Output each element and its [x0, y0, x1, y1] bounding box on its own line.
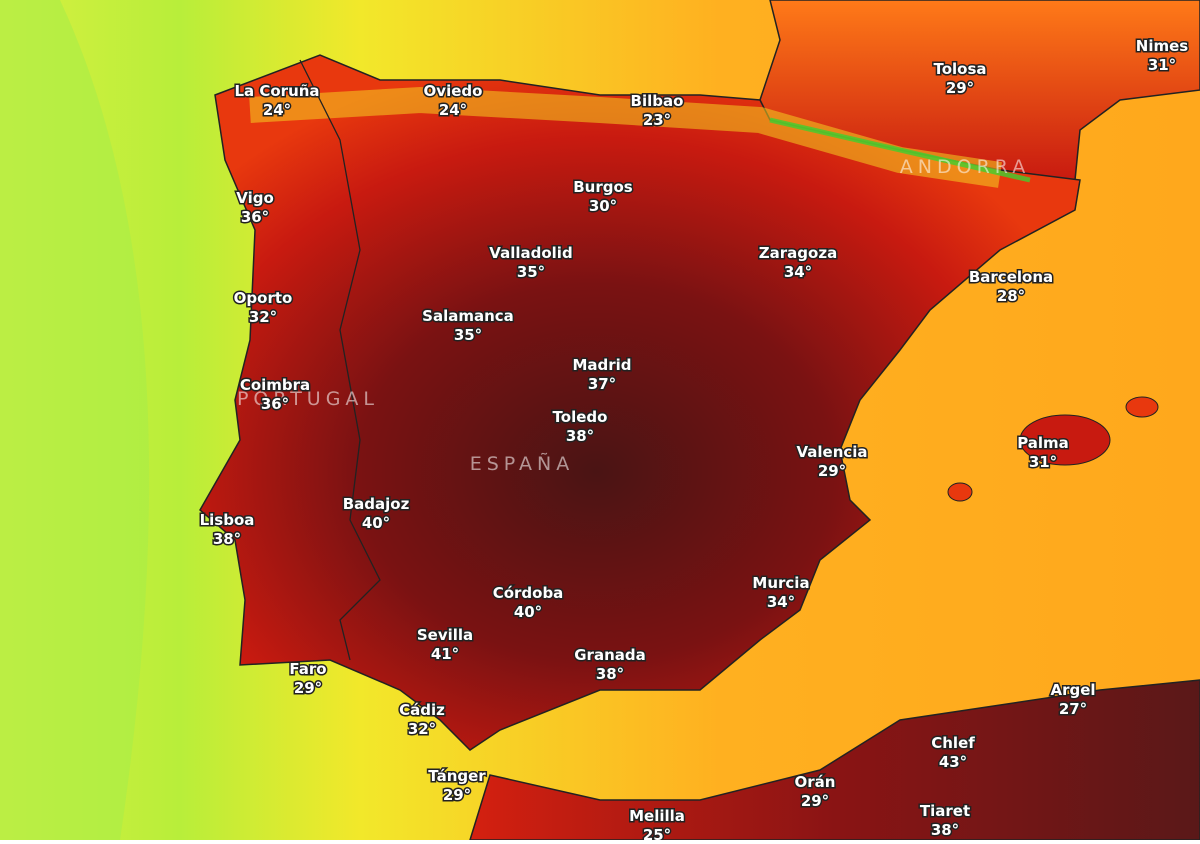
city-name: Palma — [1017, 434, 1069, 452]
city-temp: 38° — [931, 821, 959, 839]
region-labels: PORTUGAL ESPAÑA ANDORRA — [237, 156, 1030, 475]
city-temp: 29° — [801, 792, 829, 810]
city-name: Toledo — [553, 408, 608, 426]
city-temp: 31° — [1029, 453, 1057, 471]
region-label: PORTUGAL — [237, 388, 379, 410]
city-temp: 38° — [213, 530, 241, 548]
city-name: Murcia — [752, 574, 809, 592]
city-name: Chlef — [931, 734, 975, 752]
city-temp: 38° — [566, 427, 594, 445]
city-temp: 43° — [939, 753, 967, 771]
region-label: ESPAÑA — [470, 452, 575, 475]
city-temp: 29° — [946, 79, 974, 97]
city-name: Madrid — [572, 356, 631, 374]
city-temp: 40° — [514, 603, 542, 621]
city-temp: 38° — [596, 665, 624, 683]
city-name: La Coruña — [234, 82, 319, 100]
city-name: Barcelona — [969, 268, 1053, 286]
border — [299, 59, 381, 661]
city-temp: 34° — [784, 263, 812, 281]
city-temp: 24° — [439, 101, 467, 119]
city-name: Vigo — [236, 189, 274, 207]
city-temp: 27° — [1059, 700, 1087, 718]
city-temp: 31° — [1148, 56, 1176, 74]
menorca — [1125, 396, 1159, 418]
city-name: Orán — [795, 773, 836, 791]
city-temp: 28° — [997, 287, 1025, 305]
city-temp: 36° — [261, 395, 289, 413]
city-name: Zaragoza — [759, 244, 837, 262]
city-name: Badajoz — [343, 495, 410, 513]
city-name: Coimbra — [240, 376, 310, 394]
city-name: Bilbao — [631, 92, 684, 110]
city-name: Nimes — [1136, 37, 1188, 55]
city-temp: 41° — [431, 645, 459, 663]
city-name: Oporto — [234, 289, 293, 307]
city-temp: 30° — [589, 197, 617, 215]
north-coast — [249, 86, 1002, 188]
city-name: Valencia — [796, 443, 867, 461]
iberia — [199, 54, 1081, 751]
city-temp: 32° — [408, 720, 436, 738]
city-name: Burgos — [573, 178, 633, 196]
city-temp: 32° — [249, 308, 277, 326]
cool-water — [0, 0, 150, 840]
city-temp: 29° — [443, 786, 471, 804]
city-name: Tánger — [428, 767, 486, 785]
city-name: Faro — [289, 660, 326, 678]
city-temp: 29° — [294, 679, 322, 697]
mallorca — [1019, 414, 1111, 466]
city-name: Lisboa — [200, 511, 255, 529]
ibiza — [947, 482, 973, 502]
city-name: Sevilla — [417, 626, 473, 644]
city-temp: 36° — [241, 208, 269, 226]
city-name: Melilla — [629, 807, 685, 825]
region-label: ANDORRA — [900, 156, 1030, 178]
africa — [468, 679, 1200, 841]
city-temp: 29° — [818, 462, 846, 480]
city-name: Salamanca — [422, 307, 514, 325]
city-name: Tolosa — [933, 60, 986, 78]
city-name: Granada — [574, 646, 646, 664]
city-temp: 34° — [767, 593, 795, 611]
city-name: Oviedo — [424, 82, 483, 100]
city-name: Argel — [1050, 681, 1095, 699]
city-name: Córdoba — [493, 584, 564, 602]
city-temp: 35° — [517, 263, 545, 281]
city-temp: 35° — [454, 326, 482, 344]
city-name: Cádiz — [399, 701, 445, 719]
city-name: Tiaret — [920, 802, 970, 820]
city-temp: 37° — [588, 375, 616, 393]
pyrenees — [769, 117, 1031, 183]
city-temp: 23° — [643, 111, 671, 129]
city-temp: 40° — [362, 514, 390, 532]
city-name: Valladolid — [489, 244, 572, 262]
city-temp: 25° — [643, 826, 671, 840]
city-temp: 24° — [263, 101, 291, 119]
